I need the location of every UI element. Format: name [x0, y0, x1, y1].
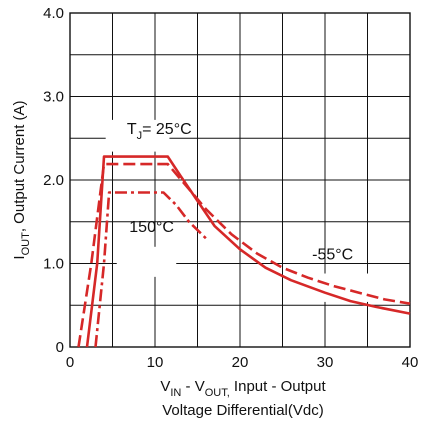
- series-group: [77, 155, 411, 348]
- annotation-minus55c: -55°C: [312, 246, 353, 263]
- x-tick-label: 10: [147, 354, 164, 371]
- annotation-background: [116, 246, 177, 277]
- x-tick-label: 20: [232, 354, 249, 371]
- annotation-150c: 150°C: [129, 219, 174, 236]
- tick-labels: 0 10 20 30 40 0 1.0 2.0 3.0 4.0: [43, 5, 418, 371]
- annotation-background: [105, 119, 170, 152]
- y-tick-label: 3.0: [43, 89, 64, 106]
- annotation-tj-25c: TJ= 25°C: [127, 121, 192, 142]
- y-tick-label: 1.0: [43, 256, 64, 273]
- annotation-background: [320, 273, 372, 302]
- x-tick-label: 0: [66, 354, 74, 371]
- x-tick-label: 30: [317, 354, 334, 371]
- y-tick-label: 0: [56, 339, 64, 356]
- series-line-dashdot: [94, 191, 207, 348]
- series-line-solid: [85, 155, 411, 348]
- x-axis-label: VIN - VOUT, Input - Output: [160, 378, 326, 399]
- y-tick-label: 2.0: [43, 172, 64, 189]
- x-axis-label-line2: Voltage Differential(Vdc): [162, 402, 323, 419]
- x-tick-label: 40: [402, 354, 419, 371]
- y-tick-label: 4.0: [43, 5, 64, 22]
- series-line-dashed: [77, 162, 411, 348]
- y-axis-label: IOUT, Output Current (A): [11, 100, 32, 259]
- grid: [69, 12, 411, 348]
- plot-frame: [69, 12, 411, 348]
